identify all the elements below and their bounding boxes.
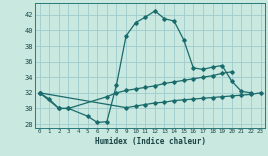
X-axis label: Humidex (Indice chaleur): Humidex (Indice chaleur) [95, 137, 206, 146]
